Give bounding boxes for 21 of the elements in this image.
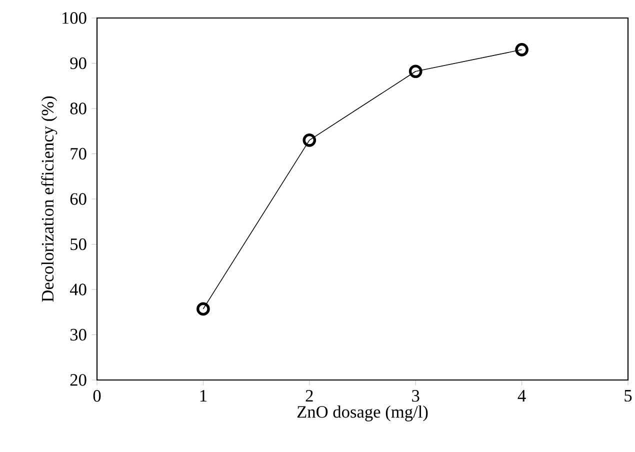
y-tick-label: 80 [70, 102, 86, 114]
y-axis-title: Decolorization efficiency (%) [41, 96, 58, 302]
y-tick-label: 60 [70, 193, 86, 205]
y-tick-label: 20 [70, 374, 86, 386]
y-tick-label: 90 [70, 57, 86, 70]
x-tick-label: 4 [518, 390, 526, 402]
point [196, 302, 210, 316]
x-tick-label: 0 [93, 390, 101, 402]
y-tick-label: 50 [70, 238, 86, 250]
point [515, 43, 528, 56]
point [302, 134, 316, 147]
x-tick-label: 2 [306, 390, 313, 402]
point [408, 64, 422, 78]
x-axis-title: ZnO dosage (mg/l) [297, 406, 428, 422]
x-tick-label: 3 [412, 390, 420, 402]
x-tick-label: 5 [624, 390, 632, 402]
y-tick-label: 40 [70, 284, 86, 296]
y-tick-label: 30 [70, 328, 86, 341]
y-tick-label: 70 [70, 148, 86, 160]
x-tick-label: 1 [200, 390, 207, 402]
y-tick-label: 100 [62, 12, 86, 24]
